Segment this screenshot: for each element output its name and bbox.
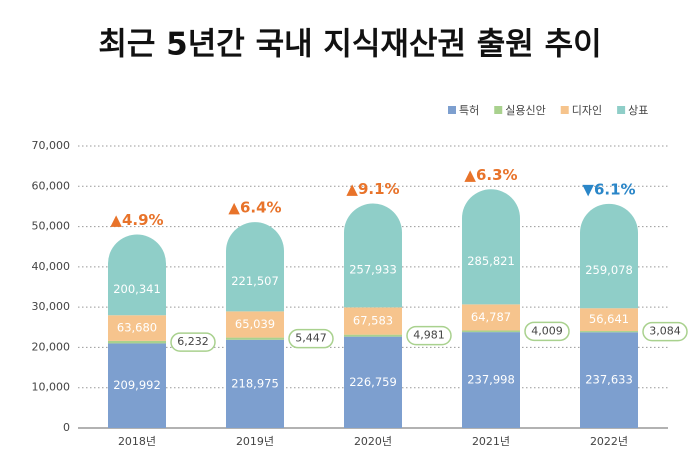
value-label: 200,341 <box>113 282 161 296</box>
bar-segment <box>226 337 284 340</box>
bar-segment <box>226 339 284 428</box>
x-tick-label: 2020년 <box>354 435 392 448</box>
value-label: 285,821 <box>467 254 515 268</box>
y-tick-label: 40,000 <box>32 260 71 273</box>
growth-label: ▲9.1% <box>346 180 399 198</box>
growth-label: ▲4.9% <box>110 211 163 229</box>
value-label: 4,009 <box>531 324 563 337</box>
value-label: 56,641 <box>589 312 629 326</box>
label-bubble <box>524 321 570 342</box>
value-label: 221,507 <box>231 274 279 288</box>
value-label: 65,039 <box>235 317 275 331</box>
legend-label: 실용신안 <box>505 104 545 117</box>
value-label: 3,084 <box>649 325 681 338</box>
bar-segment <box>462 332 520 428</box>
bar-segment <box>344 307 402 335</box>
value-label: 259,078 <box>585 263 633 277</box>
bar-segment <box>344 203 402 308</box>
x-tick-label: 2018년 <box>118 435 156 448</box>
growth-label: ▼6.1% <box>582 180 635 198</box>
label-bubble <box>288 328 334 349</box>
chart-title: 최근 5년간 국내 지식재산권 출원 추이 <box>98 27 601 63</box>
value-label: 226,759 <box>349 375 397 389</box>
value-label: 5,447 <box>295 332 327 345</box>
bar-segment <box>226 222 284 312</box>
y-tick-label: 70,000 <box>32 139 71 152</box>
bar-segment <box>462 330 520 333</box>
value-label: 209,992 <box>113 378 161 392</box>
x-tick-label: 2022년 <box>590 435 628 448</box>
y-tick-label: 20,000 <box>32 340 71 353</box>
bar-segment <box>462 189 520 305</box>
value-label: 6,232 <box>177 335 209 348</box>
value-label: 218,975 <box>231 376 279 390</box>
bar-segment <box>580 203 638 309</box>
legend-label: 상표 <box>628 104 648 117</box>
legend-swatch <box>560 106 569 114</box>
bar-segment <box>344 334 402 337</box>
x-tick-label: 2019년 <box>236 435 274 448</box>
bar-segment <box>226 311 284 338</box>
y-tick-label: 30,000 <box>32 300 71 313</box>
legend-label: 디자인 <box>572 104 602 117</box>
bar-segment <box>108 343 166 428</box>
value-label: 67,583 <box>353 314 393 328</box>
legend-swatch <box>448 106 456 114</box>
value-label: 257,933 <box>349 262 397 276</box>
value-label: 63,680 <box>117 321 157 335</box>
legend-swatch <box>617 106 626 114</box>
bar-segment <box>580 332 638 428</box>
label-bubble <box>170 332 216 352</box>
y-tick-label: 60,000 <box>32 179 71 192</box>
value-label: 237,633 <box>585 373 633 387</box>
legend-label: 특허 <box>459 104 479 117</box>
value-label: 237,998 <box>467 373 515 387</box>
growth-label: ▲6.3% <box>464 166 517 184</box>
label-bubble <box>642 321 688 342</box>
x-tick-label: 2021년 <box>472 435 510 448</box>
bar-segment <box>108 234 166 316</box>
bar-segment <box>462 304 520 331</box>
y-tick-label: 50,000 <box>32 220 71 233</box>
label-bubble <box>406 325 452 346</box>
y-tick-label: 0 <box>63 421 70 434</box>
y-tick-label: 10,000 <box>32 381 71 394</box>
bar-segment <box>580 331 638 333</box>
value-label: 4,981 <box>413 329 445 342</box>
bar-segment <box>108 340 166 344</box>
legend-swatch <box>494 106 503 114</box>
value-label: 64,787 <box>471 310 511 324</box>
bar-segment <box>344 336 402 428</box>
growth-label: ▲6.4% <box>228 199 281 217</box>
bar-segment <box>580 308 638 332</box>
bar-segment <box>108 315 166 341</box>
